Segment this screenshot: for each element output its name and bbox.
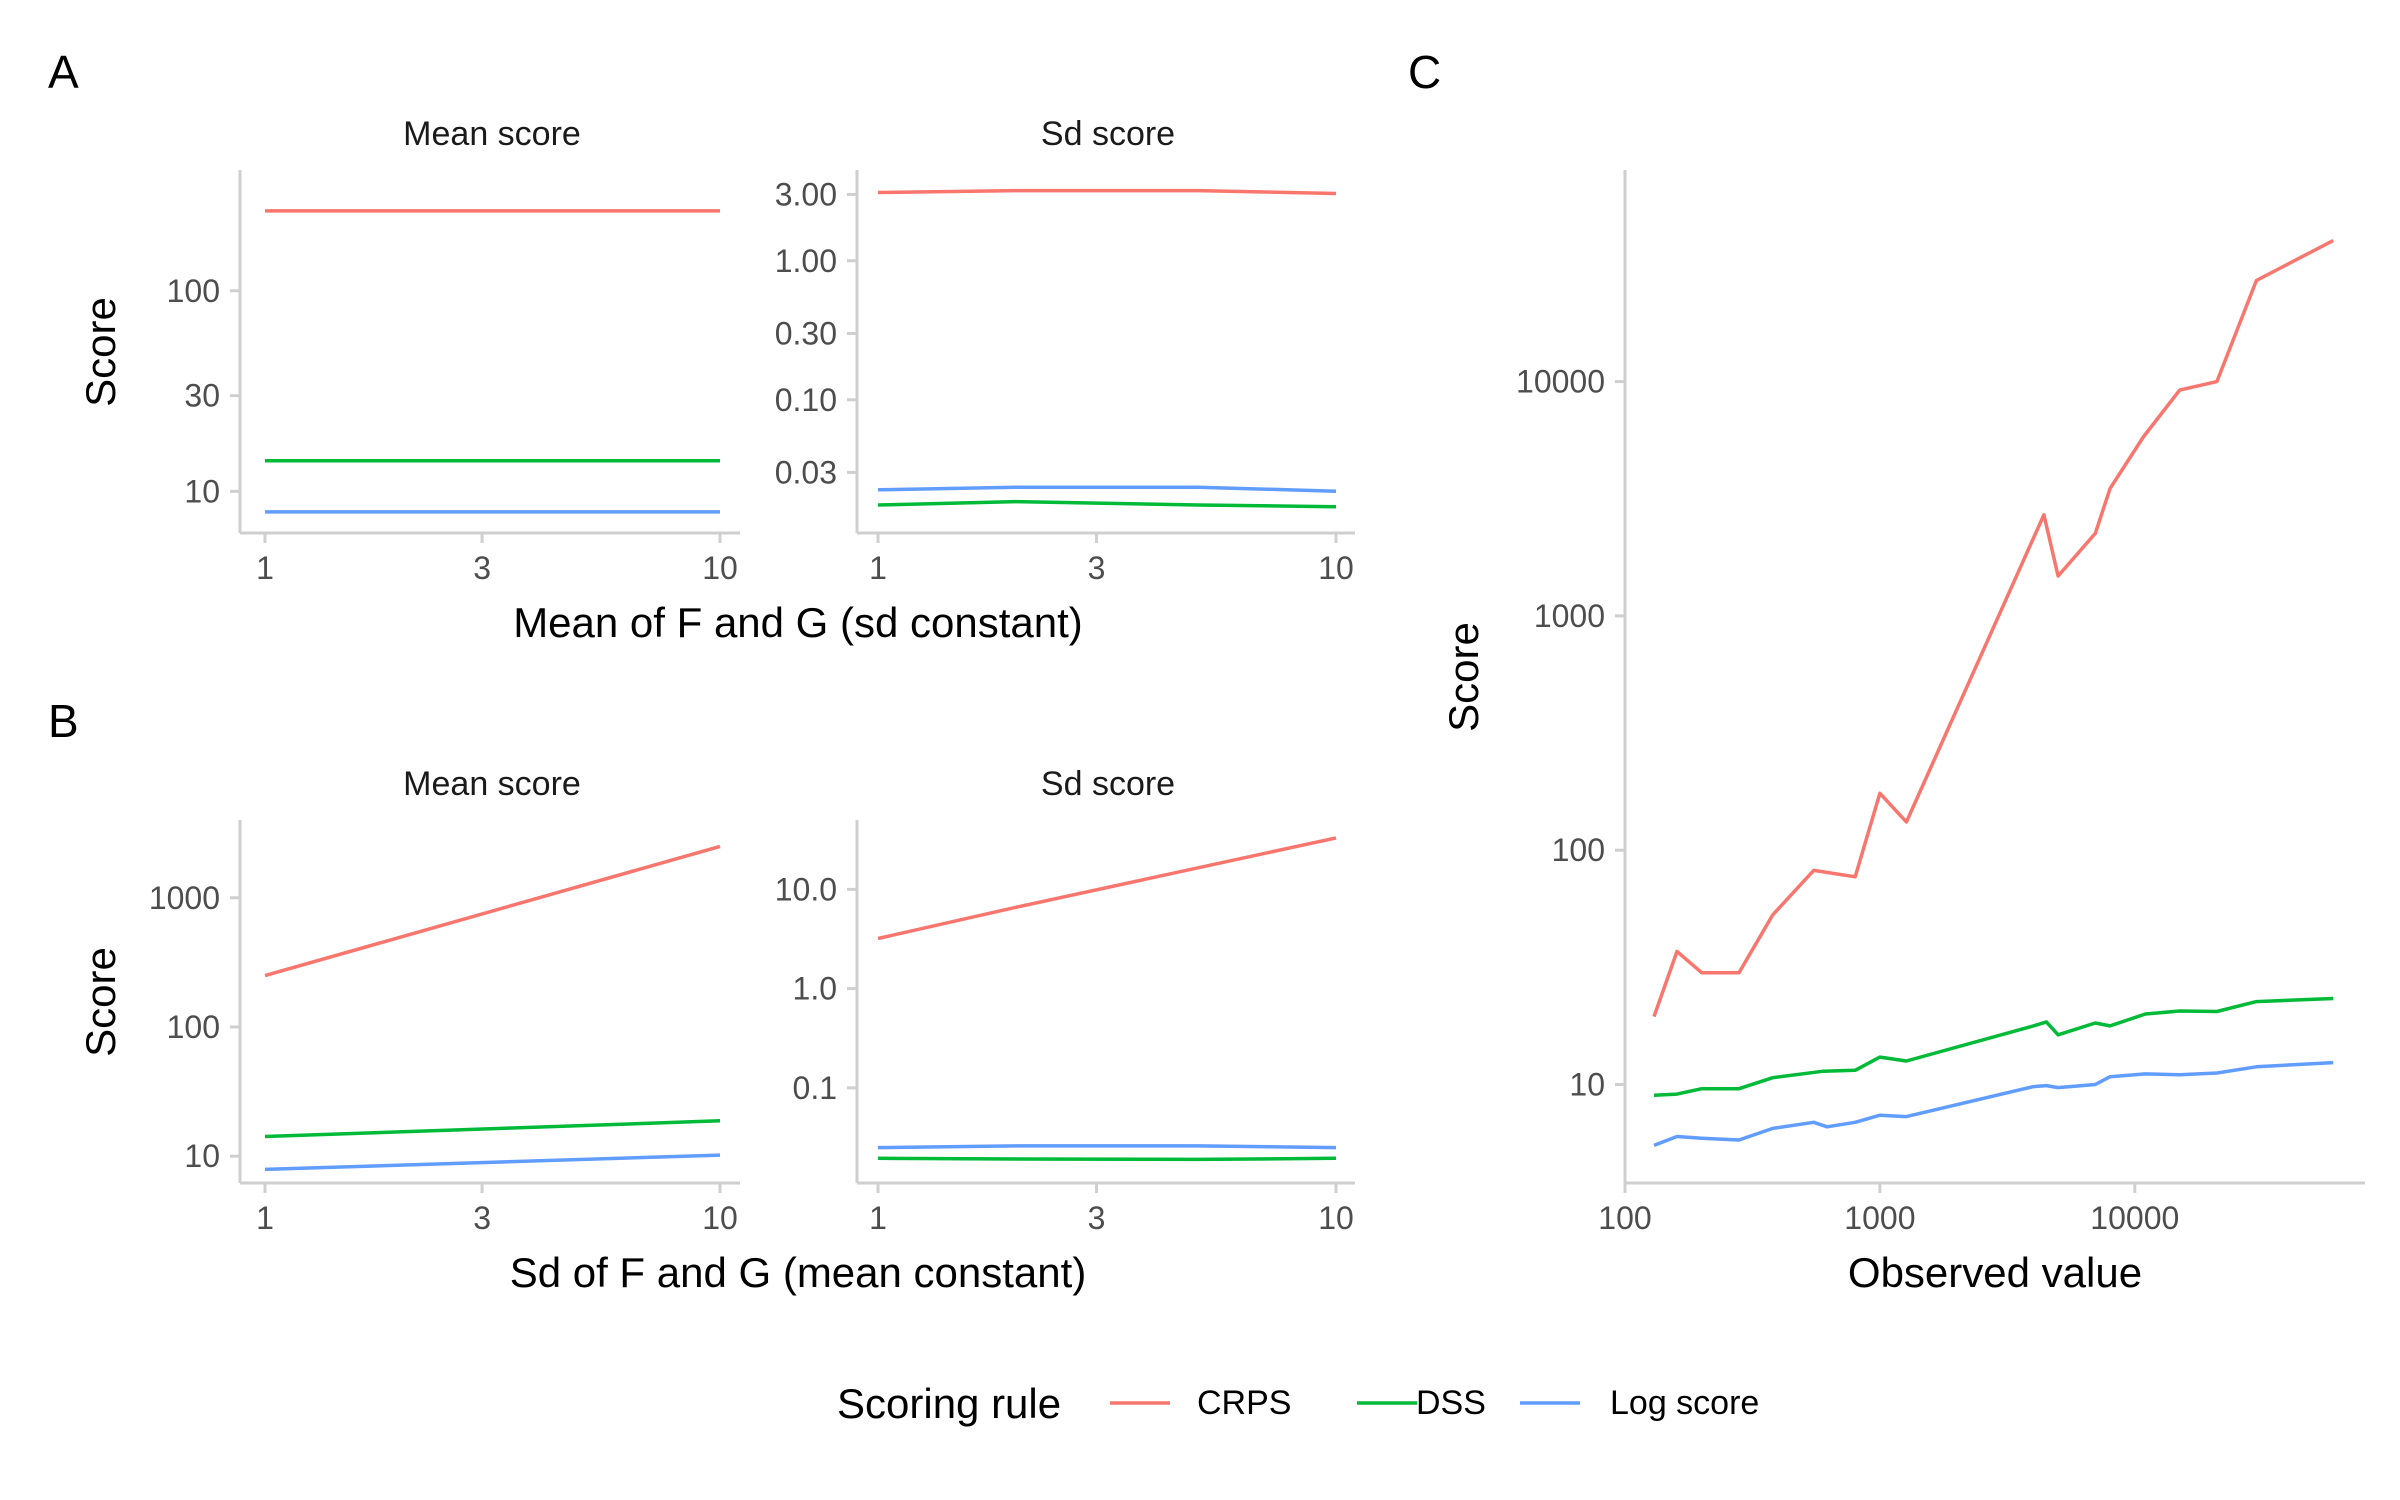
x-tick-label: 10000: [2090, 1200, 2179, 1236]
legend-label-dss: DSS: [1416, 1384, 1486, 1422]
facet-title-b-sd: Sd score: [1041, 765, 1175, 803]
x-tick-label: 10: [702, 1200, 738, 1236]
series-line-dss: [877, 499, 1337, 509]
series-line-dss: [1653, 996, 2334, 1098]
x-tick-label: 3: [473, 550, 491, 586]
y-axis-title-a: Score: [77, 297, 124, 407]
series-line-log-score: [1653, 1060, 2334, 1148]
x-tick-label: 10: [1318, 1200, 1354, 1236]
x-tick-label: 10: [1318, 550, 1354, 586]
series-line-crps: [1652, 238, 2335, 1018]
series-line-crps: [877, 836, 1337, 941]
y-tick-label: 100: [167, 273, 220, 309]
y-tick-label: 10: [1569, 1067, 1605, 1103]
y-tick-label: 1000: [149, 880, 220, 916]
x-tick-label: 3: [473, 1200, 491, 1236]
x-tick-label: 100: [1598, 1200, 1651, 1236]
plot-c-observed: 100 1000 10000 10 100 1000 10000: [1516, 170, 2365, 1236]
x-tick-label: 3: [1088, 550, 1106, 586]
x-axis-title-b: Sd of F and G (mean constant): [510, 1249, 1087, 1296]
y-tick-label: 10000: [1516, 364, 1605, 400]
facet-title-a-sd: Sd score: [1041, 115, 1175, 153]
y-tick-label: 10: [184, 1138, 220, 1174]
series-line-dss: [877, 1156, 1337, 1162]
x-tick-label: 1: [256, 550, 274, 586]
series-line-crps: [264, 844, 721, 978]
y-tick-label: 10.0: [775, 871, 837, 907]
y-tick-label: 0.1: [793, 1070, 837, 1106]
plot-a-mean-score: 1 3 10 10 30 100: [167, 170, 740, 586]
y-tick-label: 100: [1552, 832, 1605, 868]
panel-tag-c: C: [1408, 46, 1441, 98]
y-tick-label: 1000: [1534, 598, 1605, 634]
series-line-log-score: [877, 485, 1337, 493]
panel-tag-b: B: [48, 695, 79, 747]
y-tick-label: 0.30: [775, 315, 837, 351]
legend-title: Scoring rule: [837, 1380, 1061, 1427]
y-tick-label: 100: [167, 1009, 220, 1045]
legend: Scoring rule CRPS DSS Log score: [837, 1380, 1759, 1427]
x-tick-label: 3: [1088, 1200, 1106, 1236]
series-line-log-score: [264, 1153, 721, 1172]
plot-b-sd-score: 1 3 10 0.1 1.0 10.0: [775, 820, 1355, 1236]
plot-b-mean-score: 1 3 10 10 100 1000: [149, 820, 740, 1236]
y-axis-title-b: Score: [77, 947, 124, 1057]
y-tick-label: 0.03: [775, 454, 837, 490]
y-tick-label: 1.00: [775, 243, 837, 279]
facet-title-b-mean: Mean score: [403, 765, 581, 803]
legend-label-crps: CRPS: [1197, 1384, 1291, 1422]
y-tick-label: 0.10: [775, 382, 837, 418]
x-tick-label: 1: [869, 1200, 887, 1236]
x-tick-label: 10: [702, 550, 738, 586]
x-tick-label: 1: [869, 550, 887, 586]
x-tick-label: 1: [256, 1200, 274, 1236]
x-axis-title-a: Mean of F and G (sd constant): [513, 599, 1083, 646]
series-line-crps: [877, 188, 1337, 196]
y-tick-label: 10: [184, 473, 220, 509]
facet-title-a-mean: Mean score: [403, 115, 581, 153]
x-axis-title-c: Observed value: [1848, 1249, 2142, 1296]
series-line-dss: [264, 1119, 721, 1139]
y-tick-label: 3.00: [775, 176, 837, 212]
x-tick-label: 1000: [1844, 1200, 1915, 1236]
plot-a-sd-score: 1 3 10 0.03 0.10 0.30 1.00 3.00: [775, 170, 1355, 586]
legend-label-log-score: Log score: [1610, 1384, 1759, 1422]
panel-tag-a: A: [48, 46, 79, 98]
y-axis-title-c: Score: [1440, 622, 1487, 732]
y-tick-label: 30: [184, 378, 220, 414]
series-line-log-score: [877, 1144, 1337, 1150]
y-tick-label: 1.0: [793, 971, 837, 1007]
